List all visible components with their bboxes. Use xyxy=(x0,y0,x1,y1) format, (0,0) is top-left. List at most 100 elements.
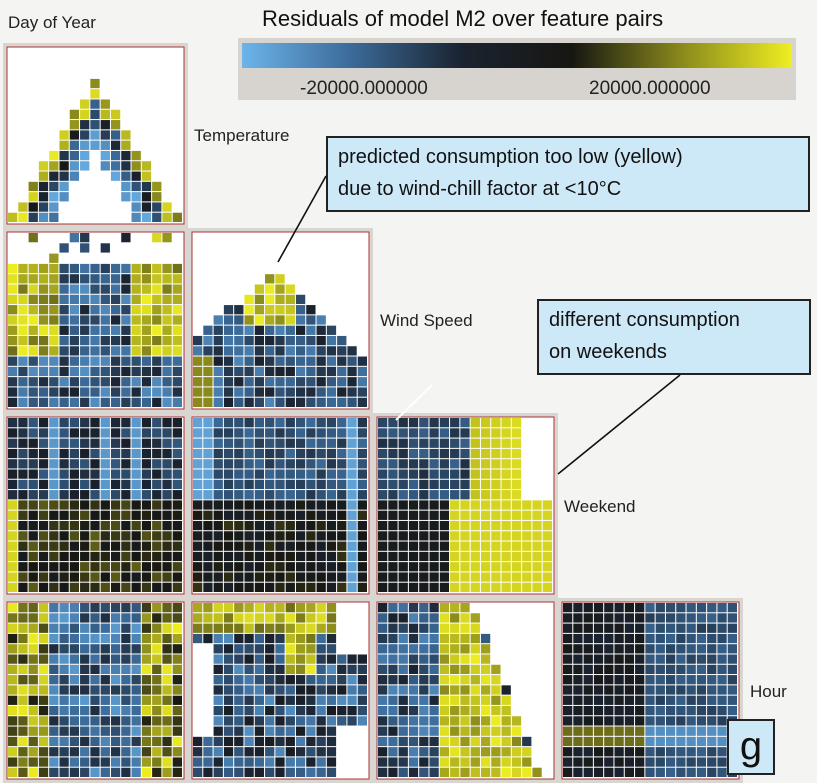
heatmap-cell xyxy=(450,654,460,664)
heatmap-cell xyxy=(59,510,69,520)
heatmap-cell xyxy=(522,500,532,510)
heatmap-cell xyxy=(121,284,131,294)
heatmap-cell xyxy=(254,305,265,315)
heatmap-cell xyxy=(152,459,162,469)
heatmap-cell xyxy=(69,233,80,243)
heatmap-cell xyxy=(408,767,419,777)
heatmap-cell xyxy=(172,284,182,294)
heatmap-cell xyxy=(223,695,234,705)
heatmap-cell xyxy=(254,675,265,685)
heatmap-cell xyxy=(460,428,470,438)
heatmap-cell xyxy=(141,397,152,407)
heatmap-cell xyxy=(665,747,676,757)
heatmap-cell xyxy=(234,705,244,716)
heatmap-cell xyxy=(172,325,182,335)
heatmap-cell xyxy=(69,356,80,366)
heatmap-cell xyxy=(69,664,80,675)
heatmap-cell xyxy=(254,459,265,469)
heatmap-cell xyxy=(90,366,100,377)
heatmap-cell xyxy=(604,767,614,777)
heatmap-cell xyxy=(573,685,583,695)
heatmap-cell xyxy=(707,664,717,675)
heatmap-cell xyxy=(388,695,398,705)
heatmap-cell xyxy=(306,448,316,459)
heatmap-cell xyxy=(357,397,367,407)
heatmap-cell xyxy=(38,767,49,777)
heatmap-cell xyxy=(162,448,172,459)
heatmap-cell xyxy=(152,305,162,315)
colorbar-gradient xyxy=(242,43,792,68)
heatmap-cell xyxy=(316,438,326,448)
heatmap-cell xyxy=(573,736,583,747)
heatmap-cell xyxy=(501,757,511,767)
heatmap-cell xyxy=(408,675,419,685)
heatmap-cell xyxy=(295,510,306,520)
heatmap-cell xyxy=(80,500,90,510)
heatmap-cell xyxy=(388,633,398,644)
heatmap-cell xyxy=(357,551,367,562)
heatmap-cell xyxy=(90,109,100,120)
heatmap-cell xyxy=(141,747,152,757)
heatmap-cell xyxy=(90,99,100,109)
heatmap-cell xyxy=(511,448,522,459)
heatmap-cell xyxy=(8,469,18,479)
heatmap-cell xyxy=(203,562,213,572)
heatmap-cell xyxy=(234,469,244,479)
heatmap-cell xyxy=(306,490,316,500)
heatmap-cell xyxy=(203,500,213,510)
heatmap-cell xyxy=(265,335,275,346)
heatmap-cell xyxy=(203,623,213,633)
heatmap-cell xyxy=(90,140,100,150)
heatmap-cell xyxy=(717,675,727,685)
heatmap-cell xyxy=(38,705,49,716)
heatmap-cell xyxy=(69,613,80,623)
heatmap-cell xyxy=(234,325,244,335)
heatmap-cell xyxy=(265,582,275,592)
heatmap-cell xyxy=(275,520,285,531)
heatmap-cell xyxy=(316,675,326,685)
heatmap-cell xyxy=(439,767,450,777)
heatmap-cell xyxy=(90,438,100,448)
heatmap-cell xyxy=(223,387,234,397)
heatmap-cell xyxy=(80,562,90,572)
heatmap-cell xyxy=(450,418,460,428)
heatmap-cell xyxy=(470,716,480,726)
heatmap-cell xyxy=(80,644,90,654)
heatmap-cell xyxy=(717,623,727,633)
heatmap-cell xyxy=(213,325,223,335)
heatmap-cell xyxy=(378,757,388,767)
heatmap-cell xyxy=(244,633,254,644)
heatmap-cell xyxy=(59,551,69,562)
heatmap-cell xyxy=(285,726,295,736)
heatmap-cell xyxy=(316,664,326,675)
heatmap-cell xyxy=(28,428,38,438)
heatmap-cell xyxy=(275,695,285,705)
heatmap-cell xyxy=(337,366,347,377)
heatmap-cell xyxy=(614,716,624,726)
heatmap-cell xyxy=(439,428,450,438)
heatmap-cell xyxy=(141,263,152,274)
heatmap-cell xyxy=(491,469,501,479)
heatmap-cell xyxy=(152,747,162,757)
heatmap-cell xyxy=(38,685,49,695)
heatmap-cell xyxy=(244,767,254,777)
heatmap-cell xyxy=(480,490,491,500)
heatmap-cell xyxy=(707,757,717,767)
heatmap-cell xyxy=(38,192,49,202)
heatmap-cell xyxy=(326,551,337,562)
heatmap-cell xyxy=(203,438,213,448)
heatmap-cell xyxy=(203,459,213,469)
heatmap-cell xyxy=(193,767,203,777)
heatmap-cell xyxy=(511,757,522,767)
heatmap-cell xyxy=(408,736,419,747)
heatmap-cell xyxy=(223,654,234,664)
heatmap-cell xyxy=(100,366,110,377)
heatmap-cell xyxy=(90,448,100,459)
heatmap-cell xyxy=(635,603,645,613)
heatmap-cell xyxy=(326,366,337,377)
heatmap-cell xyxy=(100,767,110,777)
heatmap-cell xyxy=(141,551,152,562)
heatmap-cell xyxy=(275,613,285,623)
variable-label-weekend: Weekend xyxy=(564,497,636,516)
heatmap-cell xyxy=(316,613,326,623)
